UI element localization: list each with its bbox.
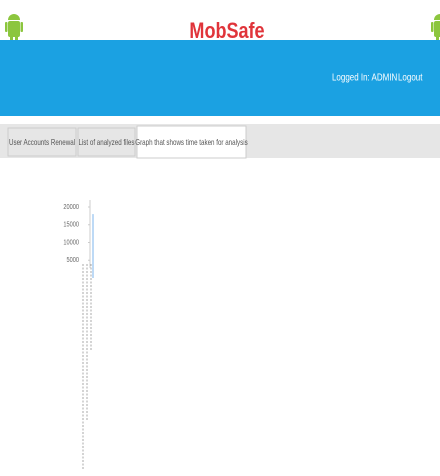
app-title: MobSafe — [189, 19, 264, 43]
bar — [92, 214, 94, 278]
tab[interactable] — [136, 125, 247, 159]
android-icon-left — [5, 14, 23, 44]
y-tick-label: 5000 — [67, 257, 80, 265]
android-icon-right — [431, 14, 440, 44]
logged-in-user: Logged In: ADMIN — [332, 72, 397, 83]
tab-label[interactable]: List of analyzed files — [78, 138, 134, 147]
tab-label[interactable]: User Accounts Renewal — [9, 138, 75, 147]
tab-label[interactable]: Graph that shows time taken for analysis — [135, 138, 248, 147]
y-tick-label: 15000 — [63, 221, 79, 229]
nav-bar — [0, 40, 440, 116]
y-tick-label: 10000 — [63, 239, 79, 247]
x-label-texture — [82, 264, 92, 470]
tab[interactable] — [7, 127, 77, 157]
logout-link[interactable]: Logout — [398, 72, 423, 83]
chart: 5000 10000 15000 20000 — [63, 200, 94, 278]
tab[interactable] — [77, 127, 136, 157]
y-tick-label: 20000 — [63, 203, 79, 211]
